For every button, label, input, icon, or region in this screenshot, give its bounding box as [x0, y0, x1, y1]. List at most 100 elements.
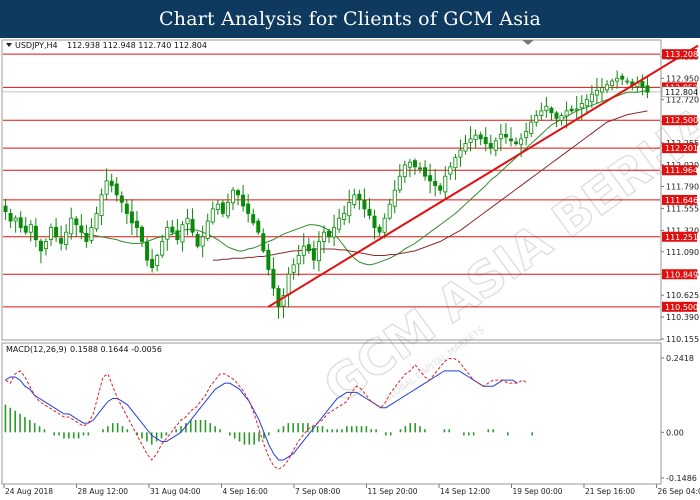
candle-body	[301, 245, 306, 256]
candle-body	[458, 149, 463, 158]
key-level-lines	[3, 53, 660, 308]
time-tick-label: 21 Sep 16:00	[585, 487, 635, 496]
candle-body	[615, 77, 620, 82]
candle-body	[205, 220, 210, 239]
key-level-badge	[662, 165, 697, 176]
candle-body	[74, 218, 79, 226]
time-tick-label: 11 Sep 20:00	[367, 487, 417, 496]
candle-body	[357, 193, 362, 200]
candle-body	[109, 180, 114, 186]
candle-body	[493, 140, 498, 151]
time-tick-label: 28 Aug 12:00	[77, 487, 128, 496]
time-tick-label: 7 Sep 08:00	[295, 487, 341, 496]
candle-body	[382, 217, 387, 233]
macd-title: MACD(12,26,9)	[6, 345, 67, 354]
candle-body	[246, 203, 251, 214]
dropdown-arrow-icon[interactable]	[6, 43, 12, 47]
candle-body	[190, 219, 195, 233]
candle-body	[438, 185, 443, 191]
header-banner: Chart Analysis for Clients of GCM Asia	[0, 0, 700, 38]
candle-body	[337, 217, 342, 230]
candle-body	[503, 134, 508, 138]
candle-body	[256, 220, 261, 233]
macd-readout: 0.1588 0.1644 -0.0056	[70, 345, 162, 354]
candle-body	[443, 175, 448, 193]
candle-body	[225, 201, 230, 217]
candle-body	[483, 136, 488, 144]
current-price-label: 112.804	[665, 88, 698, 97]
candle-body	[332, 227, 337, 238]
candle-body	[210, 208, 215, 223]
candle-body	[574, 108, 579, 111]
candle-body	[514, 141, 519, 144]
chart-shift-marker-icon	[522, 40, 534, 45]
candle-body	[579, 103, 584, 109]
candle-body	[185, 217, 190, 225]
candle-body	[251, 214, 256, 224]
current-price-badge	[661, 86, 698, 98]
price-tick-label: 112.720	[666, 96, 699, 105]
price-tick-label: 110.390	[666, 313, 699, 322]
candle-body	[145, 241, 150, 261]
candle-body	[165, 227, 170, 240]
candle-body	[316, 241, 321, 262]
candle-body	[64, 231, 69, 246]
time-tick-label: 4 Sep 16:00	[222, 487, 268, 496]
key-level-badge	[662, 269, 697, 280]
candle-body	[463, 143, 468, 152]
candle-body	[367, 208, 372, 216]
price-tick-label: 110.625	[666, 291, 699, 300]
candle-body	[38, 240, 43, 252]
candle-body	[468, 138, 473, 143]
price-tick-label: 111.090	[666, 248, 699, 257]
candle-body	[569, 108, 574, 112]
candle-body	[412, 160, 417, 168]
candle-body	[539, 110, 544, 116]
candle-body	[69, 217, 74, 235]
candle-body	[377, 226, 382, 233]
candle-body	[296, 255, 301, 265]
candle-body	[321, 231, 326, 242]
key-level-badge	[662, 115, 697, 126]
candle-body	[473, 134, 478, 141]
candle-body	[271, 268, 276, 289]
price-symbol-label: USDJPY,H4	[15, 41, 58, 50]
candle-body	[114, 183, 119, 196]
macd-line	[5, 370, 518, 461]
candle-body	[261, 233, 266, 252]
candle-body	[13, 217, 18, 222]
price-tick-label: 111.790	[666, 182, 699, 191]
key-level-badge	[662, 194, 697, 205]
macd-tick-label: -0.1486	[666, 474, 697, 483]
candle-body	[306, 244, 311, 252]
candle-body	[220, 202, 225, 214]
candle-body	[170, 226, 175, 233]
candle-body	[372, 215, 377, 228]
chart-canvas: GCM ASIA BERHAD GLOBAL CAPITAL MARKETS 1…	[0, 38, 700, 500]
macd-panel-frame	[1, 342, 662, 485]
time-tick-label: 31 Aug 04:00	[150, 487, 201, 496]
candle-body	[43, 241, 48, 250]
candle-body	[423, 167, 428, 177]
candle-body	[610, 80, 615, 86]
candle-body	[342, 213, 347, 220]
candle-body	[215, 203, 220, 210]
candle-body	[488, 143, 493, 149]
candle-body	[291, 264, 296, 273]
candle-body	[645, 85, 650, 93]
time-tick-label: 19 Sep 00:00	[512, 487, 562, 496]
candle-body	[59, 237, 64, 244]
candle-body	[281, 295, 286, 307]
candle-body	[478, 134, 483, 140]
candle-body	[625, 80, 630, 83]
candle-body	[524, 131, 529, 138]
time-tick-label: 26 Sep 04:00	[657, 487, 700, 496]
key-level-label: 110.849	[665, 270, 698, 279]
candle-body	[584, 99, 589, 107]
candle-body	[54, 226, 59, 238]
candles	[3, 70, 650, 319]
macd-tick-label: 0.2418	[666, 354, 694, 363]
candle-body	[554, 112, 559, 119]
macd-axis: 0.2418 0.00 -0.1486	[661, 354, 697, 483]
price-tick-label: 110.155	[666, 335, 699, 344]
